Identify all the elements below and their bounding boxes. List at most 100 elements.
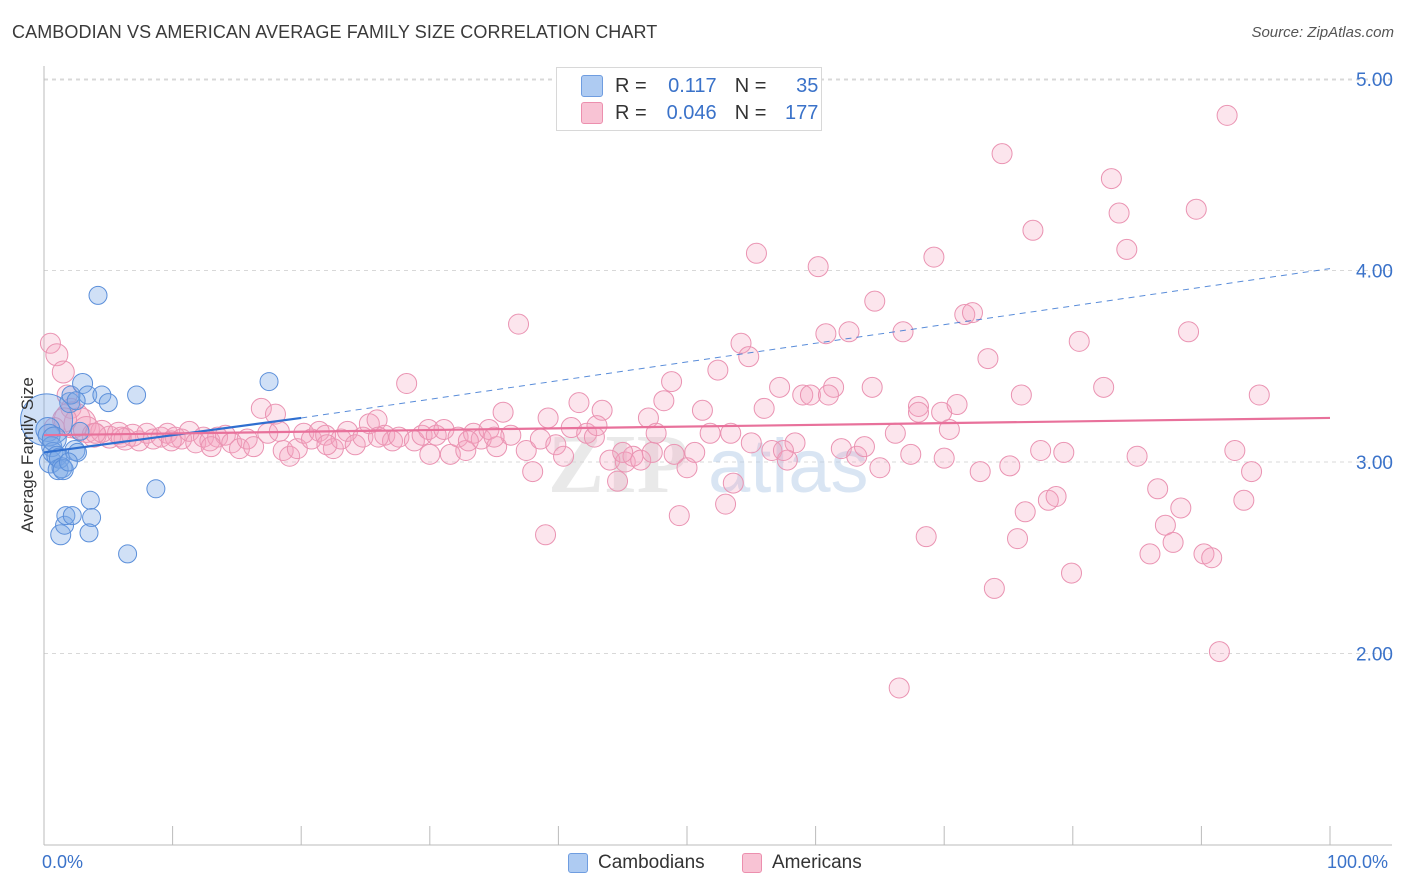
american-point: [977, 348, 999, 370]
american-point: [1007, 528, 1029, 550]
american-point: [508, 313, 530, 335]
american-point: [707, 359, 729, 381]
american-point: [792, 384, 814, 406]
american-point: [1178, 321, 1200, 343]
cambodian-point: [82, 508, 102, 528]
cambodian-point: [59, 392, 81, 414]
american-point: [838, 321, 860, 343]
american-point: [923, 246, 945, 268]
n-label: N =: [734, 101, 767, 124]
american-point: [522, 461, 544, 483]
americans-trend-line: [43, 416, 1331, 437]
american-point: [500, 424, 522, 446]
american-point: [991, 143, 1013, 165]
american-point: [817, 384, 839, 406]
american-point: [720, 422, 742, 444]
cambodian-point: [98, 393, 118, 413]
american-point: [1154, 514, 1176, 536]
american-point: [769, 376, 791, 398]
american-point: [1224, 440, 1246, 462]
n-label: N =: [734, 74, 767, 97]
american-point: [969, 461, 991, 483]
american-point: [545, 434, 567, 456]
american-point: [761, 440, 783, 462]
american-point: [869, 457, 891, 479]
american-point: [699, 422, 721, 444]
cambodian-point: [50, 524, 72, 546]
american-point: [1014, 501, 1036, 523]
americans-swatch-icon: [742, 853, 762, 873]
american-point: [1208, 641, 1230, 663]
american-point: [983, 577, 1005, 599]
cambodians-trend-extension: [301, 268, 1331, 419]
american-point: [1068, 330, 1090, 352]
cambodians-swatch-icon: [568, 853, 588, 873]
american-point: [807, 256, 829, 278]
legend-label: Americans: [772, 852, 862, 873]
cambodian-point: [146, 479, 166, 499]
cambodian-point: [72, 372, 94, 394]
american-point: [888, 677, 910, 699]
american-point: [722, 472, 744, 494]
american-point: [264, 403, 286, 425]
american-point: [367, 426, 389, 448]
american-point: [1093, 376, 1115, 398]
american-point: [853, 436, 875, 458]
american-point: [641, 441, 663, 463]
cambodian-point: [118, 544, 138, 564]
american-point: [457, 430, 479, 452]
cambodian-point: [66, 391, 86, 411]
legend-row-americans: R = 0.046 N = 177: [581, 100, 818, 126]
american-point: [243, 436, 265, 458]
cambodian-point: [55, 515, 75, 535]
american-point: [884, 422, 906, 444]
axes: [43, 66, 1392, 846]
american-point: [784, 432, 806, 454]
legend-item-americans[interactable]: Americans: [742, 852, 862, 874]
american-point: [738, 346, 760, 368]
cambodian-point: [259, 372, 279, 392]
legend-item-cambodians[interactable]: Cambodians: [568, 852, 705, 874]
american-point: [492, 401, 514, 423]
american-point: [630, 449, 652, 471]
american-point: [1010, 384, 1032, 406]
american-point: [691, 399, 713, 421]
american-point: [1108, 202, 1130, 224]
american-point: [753, 397, 775, 419]
american-point: [933, 447, 955, 469]
american-point: [352, 426, 374, 448]
american-point: [815, 323, 837, 345]
american-point: [568, 392, 590, 414]
american-point: [56, 384, 78, 406]
american-point: [612, 441, 634, 463]
american-point: [900, 443, 922, 465]
american-point: [954, 304, 976, 326]
american-point: [1126, 445, 1148, 467]
r-label: R =: [615, 74, 647, 97]
x-tick-label-min: 0.0%: [42, 852, 84, 872]
r-value: 0.117: [668, 74, 717, 97]
cambodians-swatch-icon: [581, 75, 603, 97]
cambodian-point: [79, 523, 99, 543]
american-point: [553, 445, 575, 467]
american-point: [1116, 238, 1138, 260]
american-point: [250, 397, 272, 419]
american-point: [1061, 562, 1083, 584]
y-tick-label: 3.00: [1356, 453, 1393, 474]
american-point: [316, 434, 338, 456]
cambodians-trend-line: [43, 416, 302, 454]
american-point: [915, 526, 937, 548]
american-point: [661, 371, 683, 393]
correlation-legend: R = 0.117 N = 35 R = 0.046 N = 177: [556, 67, 822, 131]
trend-lines: [43, 268, 1331, 454]
n-value: 177: [785, 101, 819, 124]
cambodian-point: [92, 385, 112, 405]
american-point: [599, 449, 621, 471]
american-point: [653, 390, 675, 412]
american-point: [537, 407, 559, 429]
american-point: [830, 438, 852, 460]
series-legend: Cambodians Americans: [0, 850, 1406, 878]
american-point: [663, 443, 685, 465]
american-point: [938, 418, 960, 440]
